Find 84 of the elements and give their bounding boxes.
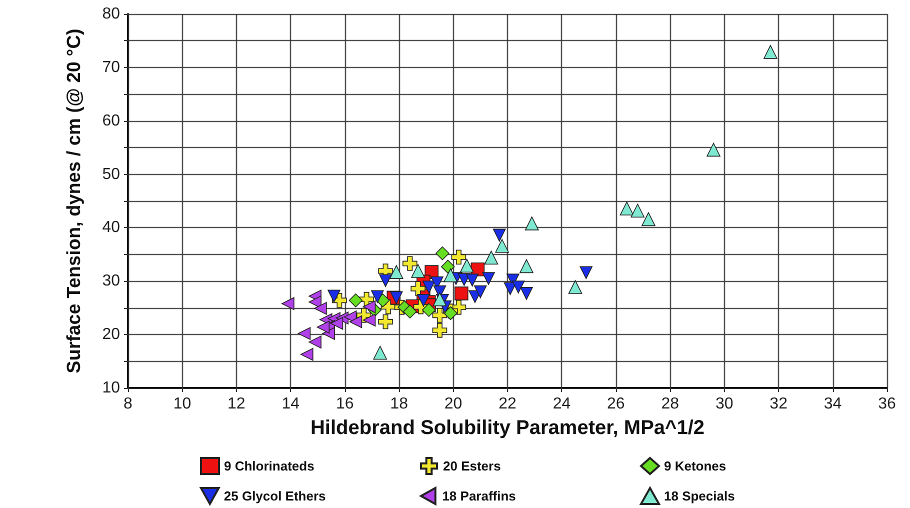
- point: [282, 297, 294, 310]
- legend-label: 20 Esters: [443, 458, 501, 474]
- legend-label: 9 Ketones: [664, 458, 726, 474]
- point: [580, 266, 593, 279]
- x-tick-label: 16: [336, 396, 354, 412]
- point: [410, 281, 426, 296]
- x-tick-label: 12: [228, 396, 246, 412]
- point: [504, 282, 517, 296]
- point: [524, 216, 539, 230]
- x-axis-title: Hildebrand Solubility Parameter, MPa^1/2: [310, 417, 705, 439]
- point: [432, 322, 448, 338]
- point: [390, 291, 403, 304]
- point: [764, 45, 778, 59]
- x-tick-label: 14: [282, 396, 300, 412]
- point: [642, 212, 656, 226]
- point: [495, 238, 509, 253]
- x-tick-label: 30: [715, 396, 734, 412]
- point: [373, 346, 387, 360]
- point: [328, 290, 340, 303]
- x-tick-label: 28: [661, 396, 680, 412]
- x-tick-label: 10: [173, 396, 192, 412]
- point: [432, 292, 447, 306]
- y-tick-label: 70: [102, 58, 120, 76]
- y-axis-title: Surface Tension, dynes / cm (@ 20 °C): [64, 28, 85, 374]
- point: [330, 316, 344, 330]
- point: [348, 293, 363, 308]
- point: [492, 228, 506, 242]
- point: [417, 294, 430, 307]
- x-tick-label: 34: [824, 396, 842, 412]
- point: [620, 202, 634, 216]
- point: [403, 304, 417, 318]
- x-tick-label: 22: [498, 396, 516, 412]
- point: [314, 302, 327, 315]
- x-tick-label: 24: [552, 396, 571, 412]
- point: [298, 327, 311, 340]
- y-tick-label: 40: [102, 219, 120, 236]
- x-tick-label: 8: [124, 396, 133, 412]
- point: [436, 246, 450, 260]
- point: [630, 204, 645, 218]
- point: [568, 280, 582, 294]
- point: [520, 287, 533, 300]
- point: [440, 260, 455, 274]
- point: [422, 303, 436, 317]
- point: [316, 320, 330, 334]
- point: [482, 272, 495, 285]
- legend-label: 18 Paraffins: [442, 488, 516, 504]
- point: [411, 264, 425, 278]
- point: [389, 265, 404, 279]
- point: [451, 250, 466, 264]
- y-tick-label: 20: [102, 326, 120, 344]
- x-tick-label: 20: [444, 396, 462, 412]
- y-tick-label: 10: [102, 380, 120, 396]
- x-tick-label: 18: [390, 396, 408, 412]
- point: [379, 274, 392, 288]
- legend-label: 9 Chlorinateds: [224, 458, 314, 474]
- point: [432, 308, 448, 323]
- y-tick-label: 50: [102, 166, 120, 183]
- point: [362, 314, 376, 327]
- x-tick-label: 26: [607, 396, 625, 412]
- point: [520, 259, 534, 274]
- point: [370, 290, 384, 304]
- legend-label: 25 Glycol Ethers: [224, 488, 326, 504]
- y-tick-label: 30: [102, 272, 120, 290]
- legend-label: 18 Specials: [664, 488, 735, 504]
- x-tick-label: 36: [878, 396, 896, 412]
- point: [322, 327, 335, 340]
- point: [362, 300, 376, 314]
- y-tick-label: 80: [102, 6, 120, 22]
- point: [349, 315, 362, 328]
- point: [706, 142, 720, 157]
- point: [474, 285, 487, 298]
- point: [300, 348, 314, 361]
- point: [422, 280, 436, 294]
- y-tick-label: 60: [102, 112, 120, 130]
- point: [466, 274, 479, 286]
- point: [402, 256, 418, 271]
- point: [378, 314, 393, 330]
- point: [454, 286, 468, 300]
- point: [444, 268, 458, 282]
- point: [484, 250, 498, 265]
- point: [512, 280, 525, 294]
- x-tick-label: 32: [770, 396, 788, 412]
- point: [308, 336, 322, 348]
- point: [460, 258, 474, 273]
